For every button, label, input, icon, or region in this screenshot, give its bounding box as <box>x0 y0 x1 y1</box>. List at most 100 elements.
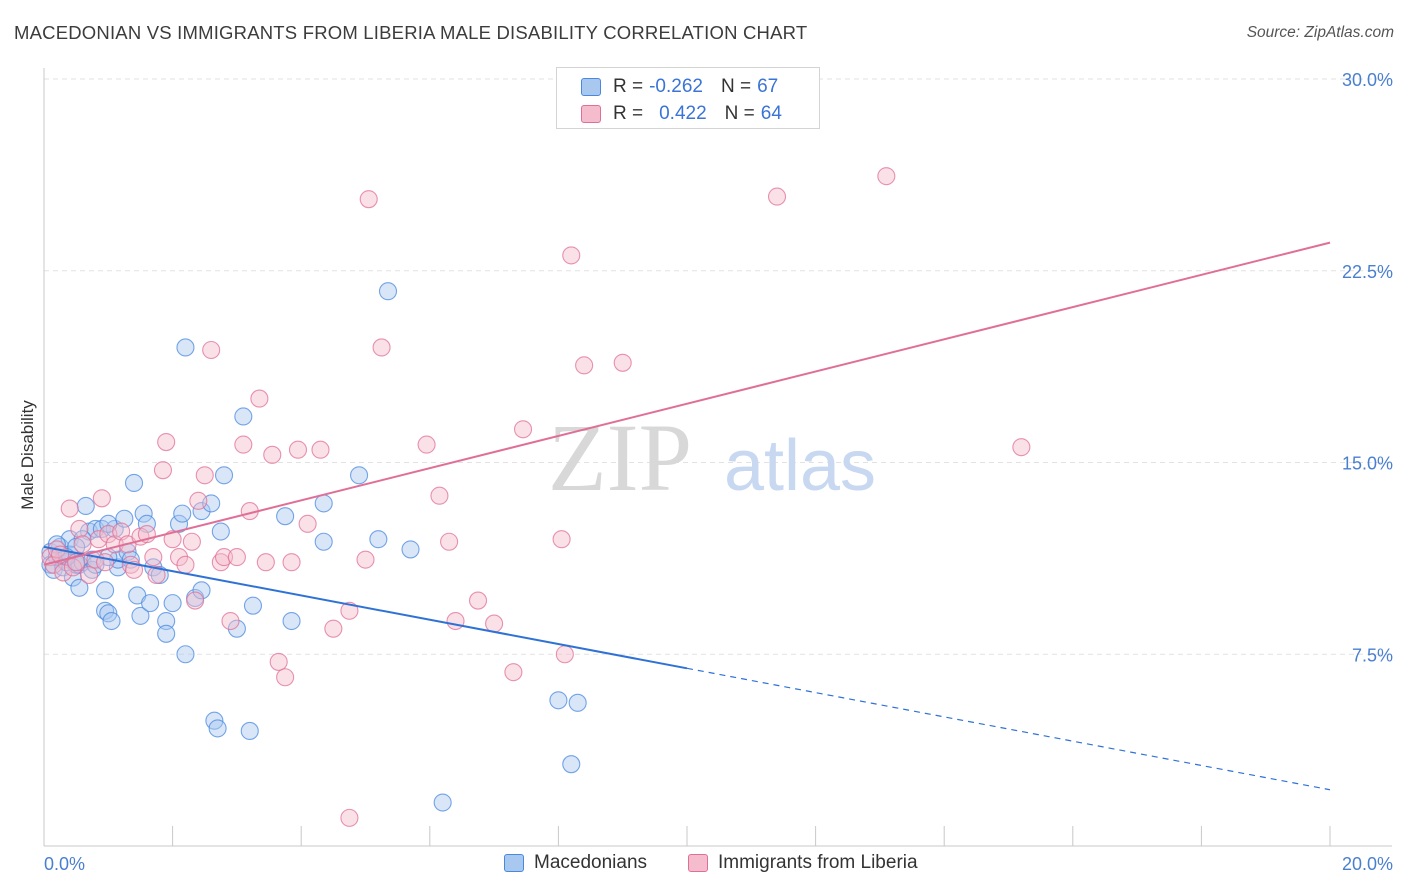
point-macedonian <box>350 466 369 485</box>
point-liberia <box>552 530 571 549</box>
legend-n-label: N = <box>724 103 755 124</box>
point-liberia <box>96 553 115 572</box>
point-liberia <box>234 435 253 454</box>
point-macedonian <box>243 596 263 615</box>
point-liberia <box>440 532 459 551</box>
point-liberia <box>60 499 79 518</box>
point-macedonian <box>369 530 388 549</box>
legend-row-macedonians: R = -0.262 N = 67 <box>581 75 778 99</box>
x-tick-label-max: 20.0% <box>1342 854 1393 874</box>
bottom-legend-label-liberia: Immigrants from Liberia <box>718 852 918 873</box>
watermark-atlas: atlas <box>724 426 876 506</box>
legend-swatch-liberia <box>581 105 601 123</box>
point-macedonian <box>227 619 246 638</box>
point-liberia <box>417 435 436 454</box>
point-liberia <box>372 338 391 357</box>
point-macedonian <box>73 530 92 549</box>
point-liberia <box>877 167 896 186</box>
chart-title: MACEDONIAN VS IMMIGRANTS FROM LIBERIA MA… <box>14 22 808 43</box>
point-liberia <box>92 489 111 508</box>
point-liberia <box>513 420 533 439</box>
point-liberia <box>195 466 214 485</box>
point-liberia <box>504 663 523 682</box>
point-macedonian <box>169 514 189 533</box>
point-macedonian <box>176 338 195 357</box>
point-liberia <box>73 535 92 554</box>
point-macedonian <box>192 581 211 600</box>
point-liberia <box>79 565 99 585</box>
data-points <box>41 167 1031 827</box>
point-macedonian <box>163 594 182 613</box>
point-macedonian <box>134 504 153 523</box>
point-liberia <box>211 553 230 572</box>
point-macedonian <box>141 594 160 613</box>
point-macedonian <box>214 466 234 485</box>
bottom-legend-macedonians: Macedonians <box>504 852 647 874</box>
point-liberia <box>311 440 330 459</box>
point-macedonian <box>240 721 259 741</box>
point-macedonian <box>549 691 568 710</box>
point-liberia <box>613 353 632 372</box>
point-macedonian <box>96 581 115 600</box>
bottom-legend-label-macedonians: Macedonians <box>534 852 648 873</box>
legend-r-value: 0.422 <box>659 103 707 124</box>
point-liberia <box>182 532 201 551</box>
y-tick-label: 22.5% <box>1342 262 1393 282</box>
point-macedonian <box>276 507 295 526</box>
point-liberia <box>269 652 288 671</box>
point-liberia <box>446 611 465 631</box>
point-macedonian <box>234 407 253 426</box>
point-liberia <box>430 486 449 505</box>
point-macedonian <box>157 624 176 643</box>
point-liberia <box>340 601 359 620</box>
bottom-legend-swatch-liberia <box>688 854 708 872</box>
point-liberia <box>202 340 221 360</box>
point-liberia <box>163 530 182 549</box>
point-liberia <box>468 591 488 610</box>
point-liberia <box>263 445 282 464</box>
legend-r-value: -0.262 <box>649 76 703 97</box>
point-macedonian <box>102 611 121 631</box>
point-liberia <box>89 530 108 549</box>
point-liberia <box>189 491 208 510</box>
point-liberia <box>144 548 163 567</box>
y-tick-label: 30.0% <box>1342 70 1393 90</box>
point-liberia <box>157 432 176 452</box>
source-credit: Source: ZipAtlas.com <box>1246 24 1394 41</box>
point-macedonian <box>96 601 115 620</box>
point-macedonian <box>157 611 176 631</box>
point-liberia <box>169 548 189 567</box>
point-macedonian <box>70 578 89 597</box>
point-liberia <box>485 614 504 633</box>
tick-labels: 7.5% 15.0% 22.5% 30.0% 0.0% 20.0% <box>44 70 1393 874</box>
axes <box>43 68 1392 847</box>
point-macedonian <box>314 532 333 551</box>
point-liberia <box>176 555 195 574</box>
legend-swatch-macedonians <box>581 78 601 96</box>
point-macedonian <box>433 793 452 812</box>
point-liberia <box>214 548 234 567</box>
point-macedonian <box>568 693 587 712</box>
point-liberia <box>186 591 205 610</box>
point-liberia <box>562 246 581 265</box>
point-liberia <box>227 548 246 567</box>
point-macedonian <box>131 606 150 625</box>
point-liberia <box>555 645 574 664</box>
point-liberia <box>70 519 89 539</box>
point-macedonian <box>192 502 211 521</box>
trend-line-liberia <box>43 241 1331 566</box>
legend-row-liberia: R = 0.422 N = 64 <box>581 102 782 126</box>
correlation-legend: R = -0.262 N = 67 R = 0.422 N = 64 <box>556 67 820 129</box>
point-macedonian <box>314 494 333 513</box>
bottom-legend-liberia: Immigrants from Liberia <box>688 852 918 874</box>
point-liberia <box>54 563 73 582</box>
legend-n-value: 67 <box>757 76 779 97</box>
point-liberia <box>276 668 295 687</box>
point-macedonian <box>401 540 420 559</box>
point-liberia <box>324 619 343 638</box>
point-liberia <box>359 190 378 209</box>
watermark-zip: ZIP <box>548 404 692 511</box>
gridlines <box>44 78 1392 655</box>
point-liberia <box>298 514 317 533</box>
